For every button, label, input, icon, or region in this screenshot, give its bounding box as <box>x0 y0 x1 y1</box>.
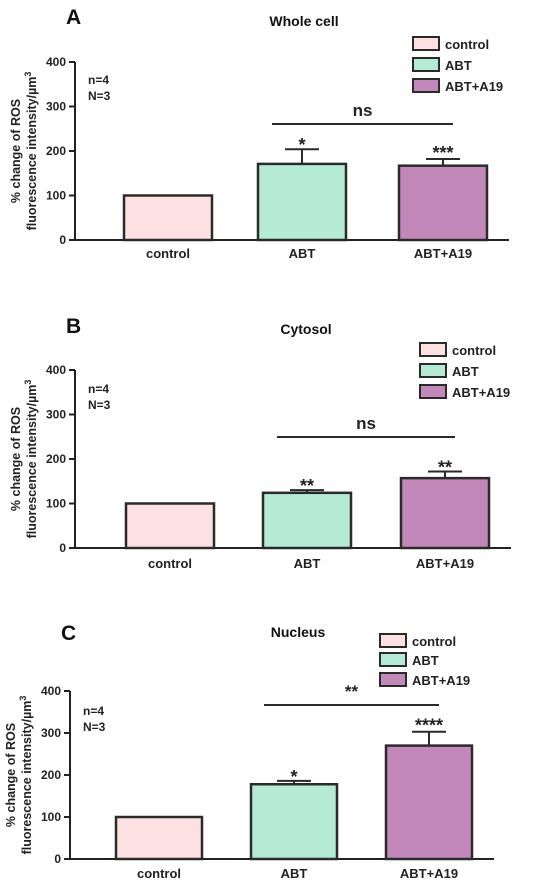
chart-panel-c: C Nucleus % change of ROS fluorescence inte… <box>4 622 494 881</box>
bar-control <box>124 502 216 550</box>
legend-swatch <box>412 78 440 93</box>
sample-size-note: n=4 <box>88 73 109 87</box>
y-tick-label: 300 <box>41 726 61 740</box>
y-tick-label: 200 <box>46 144 66 158</box>
chart-panel-b: B Cytosol % change of ROS fluorescence inte… <box>9 315 511 571</box>
chart-panel-a: A Whole cell % change of ROS fluorescence i… <box>9 6 509 261</box>
panel-letter: A <box>66 6 81 29</box>
y-axis-label-superscript: 3 <box>23 380 33 385</box>
y-tick-label: 0 <box>59 541 66 555</box>
legend-swatch <box>379 672 407 687</box>
bar-abt <box>249 782 339 861</box>
bar-abt-a19 <box>384 744 474 861</box>
y-tick-label: 300 <box>46 408 66 422</box>
panel-letter: C <box>61 622 76 645</box>
legend-swatch <box>412 57 440 72</box>
y-tick-label: 100 <box>46 189 66 203</box>
comparison-label: ns <box>356 414 376 433</box>
x-tick-label: ABT+A19 <box>414 246 472 261</box>
legend-label: ABT+A19 <box>412 673 470 688</box>
x-tick-label: ABT <box>294 556 321 571</box>
legend-swatch <box>419 342 447 357</box>
x-tick-label: ABT <box>281 866 308 881</box>
y-tick-label: 300 <box>46 100 66 114</box>
y-axis-label-superscript: 3 <box>23 72 33 77</box>
y-axis-label-line1: % change of ROS <box>4 723 18 827</box>
y-axis-label-line2: fluorescence intensity/µm3 <box>18 696 34 855</box>
y-axis-label-text: fluorescence intensity/µm <box>25 385 39 539</box>
y-tick-label: 400 <box>41 684 61 698</box>
sample-size-note: N=3 <box>88 89 111 103</box>
x-tick-label: ABT+A19 <box>416 556 474 571</box>
significance-marker: ** <box>438 457 452 477</box>
y-tick-label: 0 <box>54 852 61 866</box>
bar-control <box>114 815 204 861</box>
y-axis-label-line1: % change of ROS <box>9 407 23 511</box>
panel-title: Nucleus <box>271 624 326 640</box>
sample-size-note: N=3 <box>88 398 111 412</box>
x-tick-label: control <box>146 246 190 261</box>
y-tick-label: 200 <box>46 452 66 466</box>
bar-abt <box>256 162 348 242</box>
sample-size-note: N=3 <box>83 720 106 734</box>
comparison-label: ** <box>345 682 359 701</box>
y-tick-label: 100 <box>41 810 61 824</box>
y-axis-label-line1: % change of ROS <box>9 99 23 203</box>
x-tick-label: control <box>148 556 192 571</box>
y-tick-label: 400 <box>46 363 66 377</box>
y-tick-label: 400 <box>46 55 66 69</box>
y-axis-label-line2: fluorescence intensity/µm3 <box>23 380 39 539</box>
x-tick-label: ABT+A19 <box>400 866 458 881</box>
bar-control <box>122 194 214 242</box>
legend-swatch <box>412 36 440 51</box>
legend-swatch <box>419 363 447 378</box>
legend-swatch <box>379 652 407 667</box>
y-tick-label: 200 <box>41 768 61 782</box>
panel-title: Whole cell <box>269 13 338 29</box>
significance-marker: * <box>290 767 297 787</box>
legend-label: ABT <box>445 58 472 73</box>
bar-abt <box>261 491 353 550</box>
legend-label: control <box>452 343 496 358</box>
y-tick-label: 0 <box>59 233 66 247</box>
y-tick-label: 100 <box>46 497 66 511</box>
significance-marker: * <box>298 135 305 155</box>
legend-label: ABT+A19 <box>445 79 503 94</box>
legend-label: control <box>412 634 456 649</box>
legend-label: ABT <box>412 653 439 668</box>
y-axis-label-superscript: 3 <box>18 696 28 701</box>
panel-letter: B <box>66 315 81 338</box>
bar-abt-a19 <box>399 476 491 550</box>
x-tick-label: control <box>137 866 181 881</box>
significance-marker: *** <box>432 143 453 163</box>
significance-marker: **** <box>415 716 443 736</box>
legend-label: ABT+A19 <box>452 385 510 400</box>
legend-label: ABT <box>452 364 479 379</box>
comparison-label: ns <box>353 101 373 120</box>
y-axis-label-text: fluorescence intensity/µm <box>25 77 39 231</box>
panel-title: Cytosol <box>280 321 331 337</box>
y-axis-label-line2: fluorescence intensity/µm3 <box>23 72 39 231</box>
legend-swatch <box>419 384 447 399</box>
y-axis-label-text: fluorescence intensity/µm <box>20 701 34 855</box>
legend-label: control <box>445 37 489 52</box>
sample-size-note: n=4 <box>83 704 104 718</box>
x-tick-label: ABT <box>289 246 316 261</box>
significance-marker: ** <box>300 476 314 496</box>
sample-size-note: n=4 <box>88 382 109 396</box>
bar-abt-a19 <box>397 164 489 242</box>
legend-swatch <box>379 633 407 648</box>
